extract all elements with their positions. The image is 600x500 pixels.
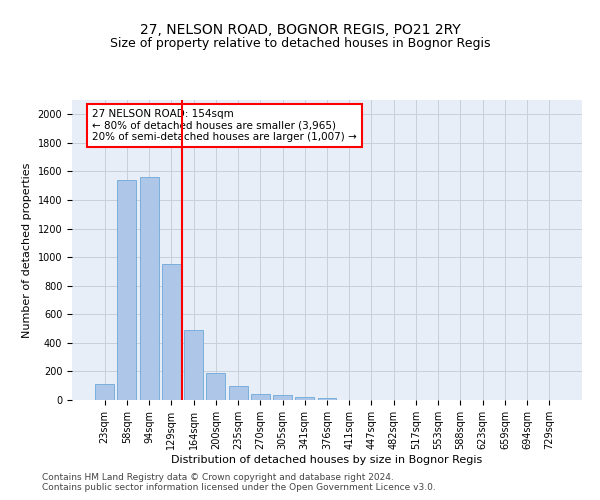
- Bar: [162, 264, 181, 400]
- Y-axis label: Number of detached properties: Number of detached properties: [22, 162, 32, 338]
- Bar: [140, 177, 158, 400]
- Text: 27 NELSON ROAD: 154sqm
← 80% of detached houses are smaller (3,965)
20% of semi-: 27 NELSON ROAD: 154sqm ← 80% of detached…: [92, 109, 357, 142]
- Bar: [118, 180, 136, 400]
- Text: Contains HM Land Registry data © Crown copyright and database right 2024.: Contains HM Land Registry data © Crown c…: [42, 473, 394, 482]
- Bar: [184, 330, 203, 400]
- Bar: [229, 386, 248, 400]
- Text: Size of property relative to detached houses in Bognor Regis: Size of property relative to detached ho…: [110, 38, 490, 51]
- Bar: [95, 384, 114, 400]
- Bar: [251, 394, 270, 400]
- Bar: [206, 373, 225, 400]
- X-axis label: Distribution of detached houses by size in Bognor Regis: Distribution of detached houses by size …: [172, 454, 482, 464]
- Bar: [295, 397, 314, 400]
- Text: Contains public sector information licensed under the Open Government Licence v3: Contains public sector information licen…: [42, 483, 436, 492]
- Bar: [317, 398, 337, 400]
- Bar: [273, 395, 292, 400]
- Text: 27, NELSON ROAD, BOGNOR REGIS, PO21 2RY: 27, NELSON ROAD, BOGNOR REGIS, PO21 2RY: [140, 22, 460, 36]
